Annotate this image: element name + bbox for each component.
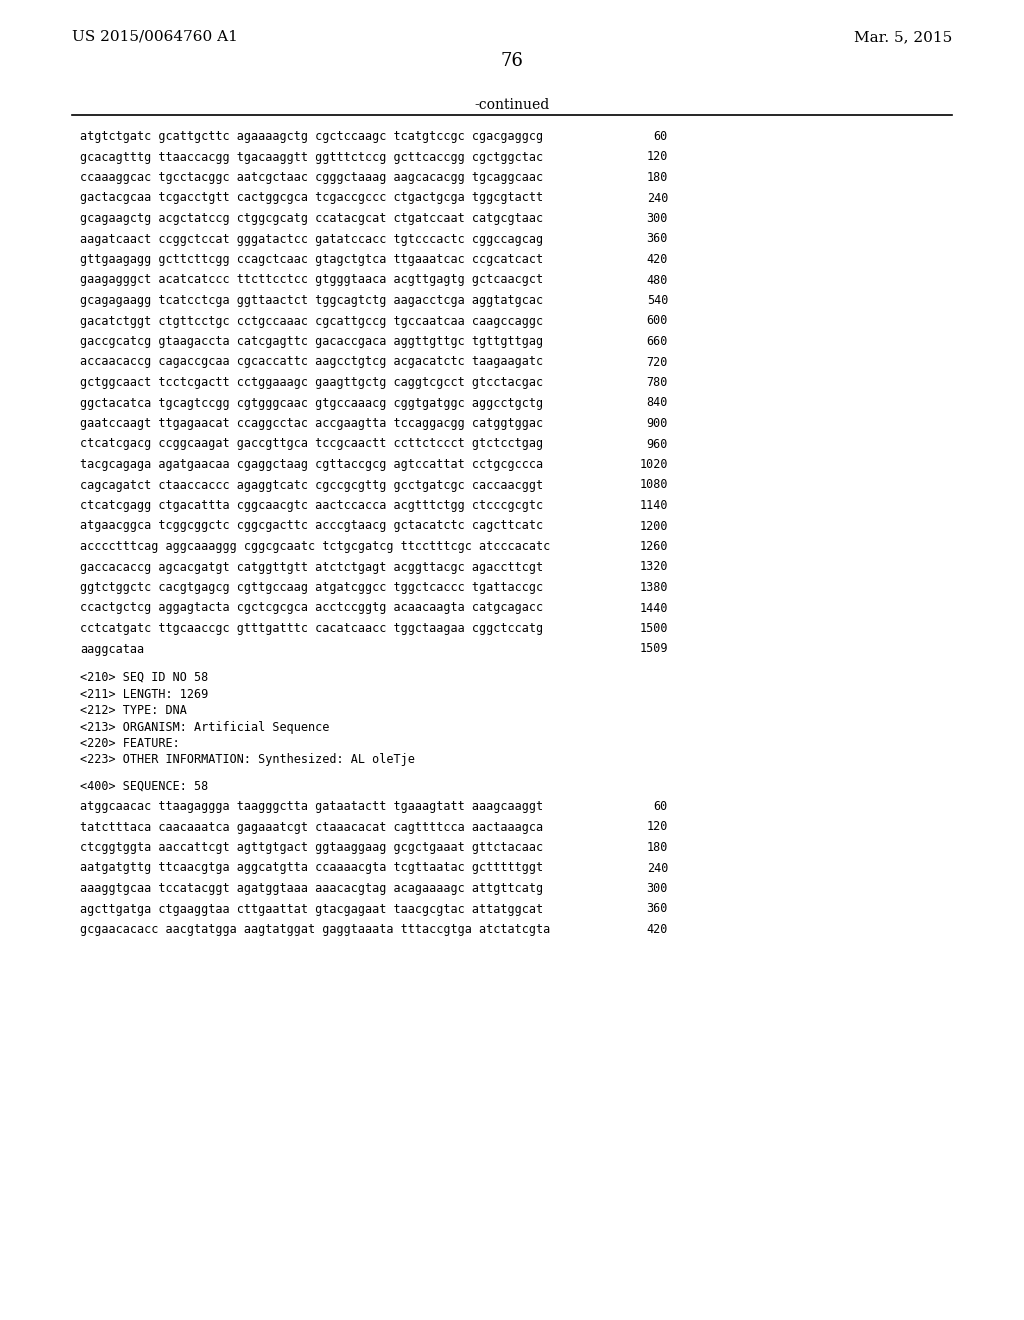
Text: 420: 420 [646,923,668,936]
Text: <220> FEATURE:: <220> FEATURE: [80,737,180,750]
Text: 60: 60 [653,129,668,143]
Text: <212> TYPE: DNA: <212> TYPE: DNA [80,704,186,717]
Text: 960: 960 [646,437,668,450]
Text: gaccacaccg agcacgatgt catggttgtt atctctgagt acggttacgc agaccttcgt: gaccacaccg agcacgatgt catggttgtt atctctg… [80,561,543,573]
Text: 1020: 1020 [640,458,668,471]
Text: 1380: 1380 [640,581,668,594]
Text: ctcatcgacg ccggcaagat gaccgttgca tccgcaactt ccttctccct gtctcctgag: ctcatcgacg ccggcaagat gaccgttgca tccgcaa… [80,437,543,450]
Text: cctcatgatc ttgcaaccgc gtttgatttc cacatcaacc tggctaagaa cggctccatg: cctcatgatc ttgcaaccgc gtttgatttc cacatca… [80,622,543,635]
Text: gactacgcaa tcgacctgtt cactggcgca tcgaccgccc ctgactgcga tggcgtactt: gactacgcaa tcgacctgtt cactggcgca tcgaccg… [80,191,543,205]
Text: 720: 720 [646,355,668,368]
Text: 240: 240 [646,862,668,874]
Text: gaagagggct acatcatccc ttcttcctcc gtgggtaaca acgttgagtg gctcaacgct: gaagagggct acatcatccc ttcttcctcc gtgggta… [80,273,543,286]
Text: <223> OTHER INFORMATION: Synthesized: AL oleTje: <223> OTHER INFORMATION: Synthesized: AL… [80,754,415,767]
Text: Mar. 5, 2015: Mar. 5, 2015 [854,30,952,44]
Text: 1260: 1260 [640,540,668,553]
Text: accaacaccg cagaccgcaa cgcaccattc aagcctgtcg acgacatctc taagaagatc: accaacaccg cagaccgcaa cgcaccattc aagcctg… [80,355,543,368]
Text: 480: 480 [646,273,668,286]
Text: aaggcataa: aaggcataa [80,643,144,656]
Text: <213> ORGANISM: Artificial Sequence: <213> ORGANISM: Artificial Sequence [80,721,330,734]
Text: 240: 240 [646,191,668,205]
Text: 420: 420 [646,253,668,267]
Text: 300: 300 [646,882,668,895]
Text: gcagagaagg tcatcctcga ggttaactct tggcagtctg aagacctcga aggtatgcac: gcagagaagg tcatcctcga ggttaactct tggcagt… [80,294,543,308]
Text: atggcaacac ttaagaggga taagggctta gataatactt tgaaagtatt aaagcaaggt: atggcaacac ttaagaggga taagggctta gataata… [80,800,543,813]
Text: gcacagtttg ttaaccacgg tgacaaggtt ggtttctccg gcttcaccgg cgctggctac: gcacagtttg ttaaccacgg tgacaaggtt ggtttct… [80,150,543,164]
Text: ggtctggctc cacgtgagcg cgttgccaag atgatcggcc tggctcaccc tgattaccgc: ggtctggctc cacgtgagcg cgttgccaag atgatcg… [80,581,543,594]
Text: aatgatgttg ttcaacgtga aggcatgtta ccaaaacgta tcgttaatac gctttttggt: aatgatgttg ttcaacgtga aggcatgtta ccaaaac… [80,862,543,874]
Text: ctcggtggta aaccattcgt agttgtgact ggtaaggaag gcgctgaaat gttctacaac: ctcggtggta aaccattcgt agttgtgact ggtaagg… [80,841,543,854]
Text: US 2015/0064760 A1: US 2015/0064760 A1 [72,30,238,44]
Text: <211> LENGTH: 1269: <211> LENGTH: 1269 [80,688,208,701]
Text: ggctacatca tgcagtccgg cgtgggcaac gtgccaaacg cggtgatggc aggcctgctg: ggctacatca tgcagtccgg cgtgggcaac gtgccaa… [80,396,543,409]
Text: ccactgctcg aggagtacta cgctcgcgca acctccggtg acaacaagta catgcagacc: ccactgctcg aggagtacta cgctcgcgca acctccg… [80,602,543,615]
Text: 840: 840 [646,396,668,409]
Text: 1080: 1080 [640,479,668,491]
Text: atgtctgatc gcattgcttc agaaaagctg cgctccaagc tcatgtccgc cgacgaggcg: atgtctgatc gcattgcttc agaaaagctg cgctcca… [80,129,543,143]
Text: 360: 360 [646,903,668,916]
Text: -continued: -continued [474,98,550,112]
Text: 1320: 1320 [640,561,668,573]
Text: gcgaacacacc aacgtatgga aagtatggat gaggtaaata tttaccgtga atctatcgta: gcgaacacacc aacgtatgga aagtatggat gaggta… [80,923,550,936]
Text: gttgaagagg gcttcttcgg ccagctcaac gtagctgtca ttgaaatcac ccgcatcact: gttgaagagg gcttcttcgg ccagctcaac gtagctg… [80,253,543,267]
Text: gaatccaagt ttgagaacat ccaggcctac accgaagtta tccaggacgg catggtggac: gaatccaagt ttgagaacat ccaggcctac accgaag… [80,417,543,430]
Text: 540: 540 [646,294,668,308]
Text: <210> SEQ ID NO 58: <210> SEQ ID NO 58 [80,671,208,684]
Text: ccaaaggcac tgcctacggc aatcgctaac cgggctaaag aagcacacgg tgcaggcaac: ccaaaggcac tgcctacggc aatcgctaac cgggcta… [80,172,543,183]
Text: 780: 780 [646,376,668,389]
Text: 120: 120 [646,150,668,164]
Text: 1200: 1200 [640,520,668,532]
Text: tatctttaca caacaaatca gagaaatcgt ctaaacacat cagttttcca aactaaagca: tatctttaca caacaaatca gagaaatcgt ctaaaca… [80,821,543,833]
Text: 60: 60 [653,800,668,813]
Text: acccctttcag aggcaaaggg cggcgcaatc tctgcgatcg ttcctttcgc atcccacatc: acccctttcag aggcaaaggg cggcgcaatc tctgcg… [80,540,550,553]
Text: agcttgatga ctgaaggtaa cttgaattat gtacgagaat taacgcgtac attatggcat: agcttgatga ctgaaggtaa cttgaattat gtacgag… [80,903,543,916]
Text: tacgcagaga agatgaacaa cgaggctaag cgttaccgcg agtccattat cctgcgccca: tacgcagaga agatgaacaa cgaggctaag cgttacc… [80,458,543,471]
Text: 180: 180 [646,172,668,183]
Text: 1509: 1509 [640,643,668,656]
Text: aaaggtgcaa tccatacggt agatggtaaa aaacacgtag acagaaaagc attgttcatg: aaaggtgcaa tccatacggt agatggtaaa aaacacg… [80,882,543,895]
Text: 1140: 1140 [640,499,668,512]
Text: 600: 600 [646,314,668,327]
Text: <400> SEQUENCE: 58: <400> SEQUENCE: 58 [80,780,208,793]
Text: 300: 300 [646,213,668,224]
Text: gctggcaact tcctcgactt cctggaaagc gaagttgctg caggtcgcct gtcctacgac: gctggcaact tcctcgactt cctggaaagc gaagttg… [80,376,543,389]
Text: 900: 900 [646,417,668,430]
Text: 76: 76 [501,51,523,70]
Text: 360: 360 [646,232,668,246]
Text: 1440: 1440 [640,602,668,615]
Text: atgaacggca tcggcggctc cggcgacttc acccgtaacg gctacatctc cagcttcatc: atgaacggca tcggcggctc cggcgacttc acccgta… [80,520,543,532]
Text: 120: 120 [646,821,668,833]
Text: 660: 660 [646,335,668,348]
Text: gcagaagctg acgctatccg ctggcgcatg ccatacgcat ctgatccaat catgcgtaac: gcagaagctg acgctatccg ctggcgcatg ccatacg… [80,213,543,224]
Text: gacatctggt ctgttcctgc cctgccaaac cgcattgccg tgccaatcaa caagccaggc: gacatctggt ctgttcctgc cctgccaaac cgcattg… [80,314,543,327]
Text: cagcagatct ctaaccaccc agaggtcatc cgccgcgttg gcctgatcgc caccaacggt: cagcagatct ctaaccaccc agaggtcatc cgccgcg… [80,479,543,491]
Text: ctcatcgagg ctgacattta cggcaacgtc aactccacca acgtttctgg ctcccgcgtc: ctcatcgagg ctgacattta cggcaacgtc aactcca… [80,499,543,512]
Text: aagatcaact ccggctccat gggatactcc gatatccacc tgtcccactc cggccagcag: aagatcaact ccggctccat gggatactcc gatatcc… [80,232,543,246]
Text: 1500: 1500 [640,622,668,635]
Text: gaccgcatcg gtaagaccta catcgagttc gacaccgaca aggttgttgc tgttgttgag: gaccgcatcg gtaagaccta catcgagttc gacaccg… [80,335,543,348]
Text: 180: 180 [646,841,668,854]
